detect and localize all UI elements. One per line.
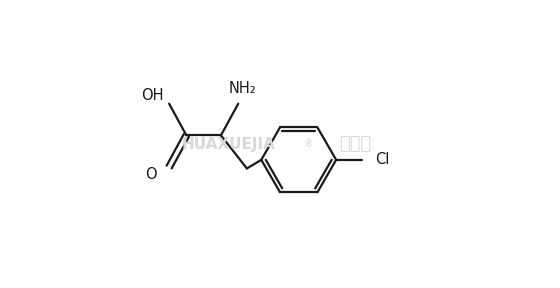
Text: O: O <box>145 167 157 182</box>
Text: Cl: Cl <box>375 152 389 167</box>
Text: OH: OH <box>141 88 164 103</box>
Text: ®: ® <box>304 139 314 149</box>
Text: NH₂: NH₂ <box>228 81 256 96</box>
Text: 化学加: 化学加 <box>339 135 371 153</box>
Text: HUAXUEJIA: HUAXUEJIA <box>181 137 275 151</box>
